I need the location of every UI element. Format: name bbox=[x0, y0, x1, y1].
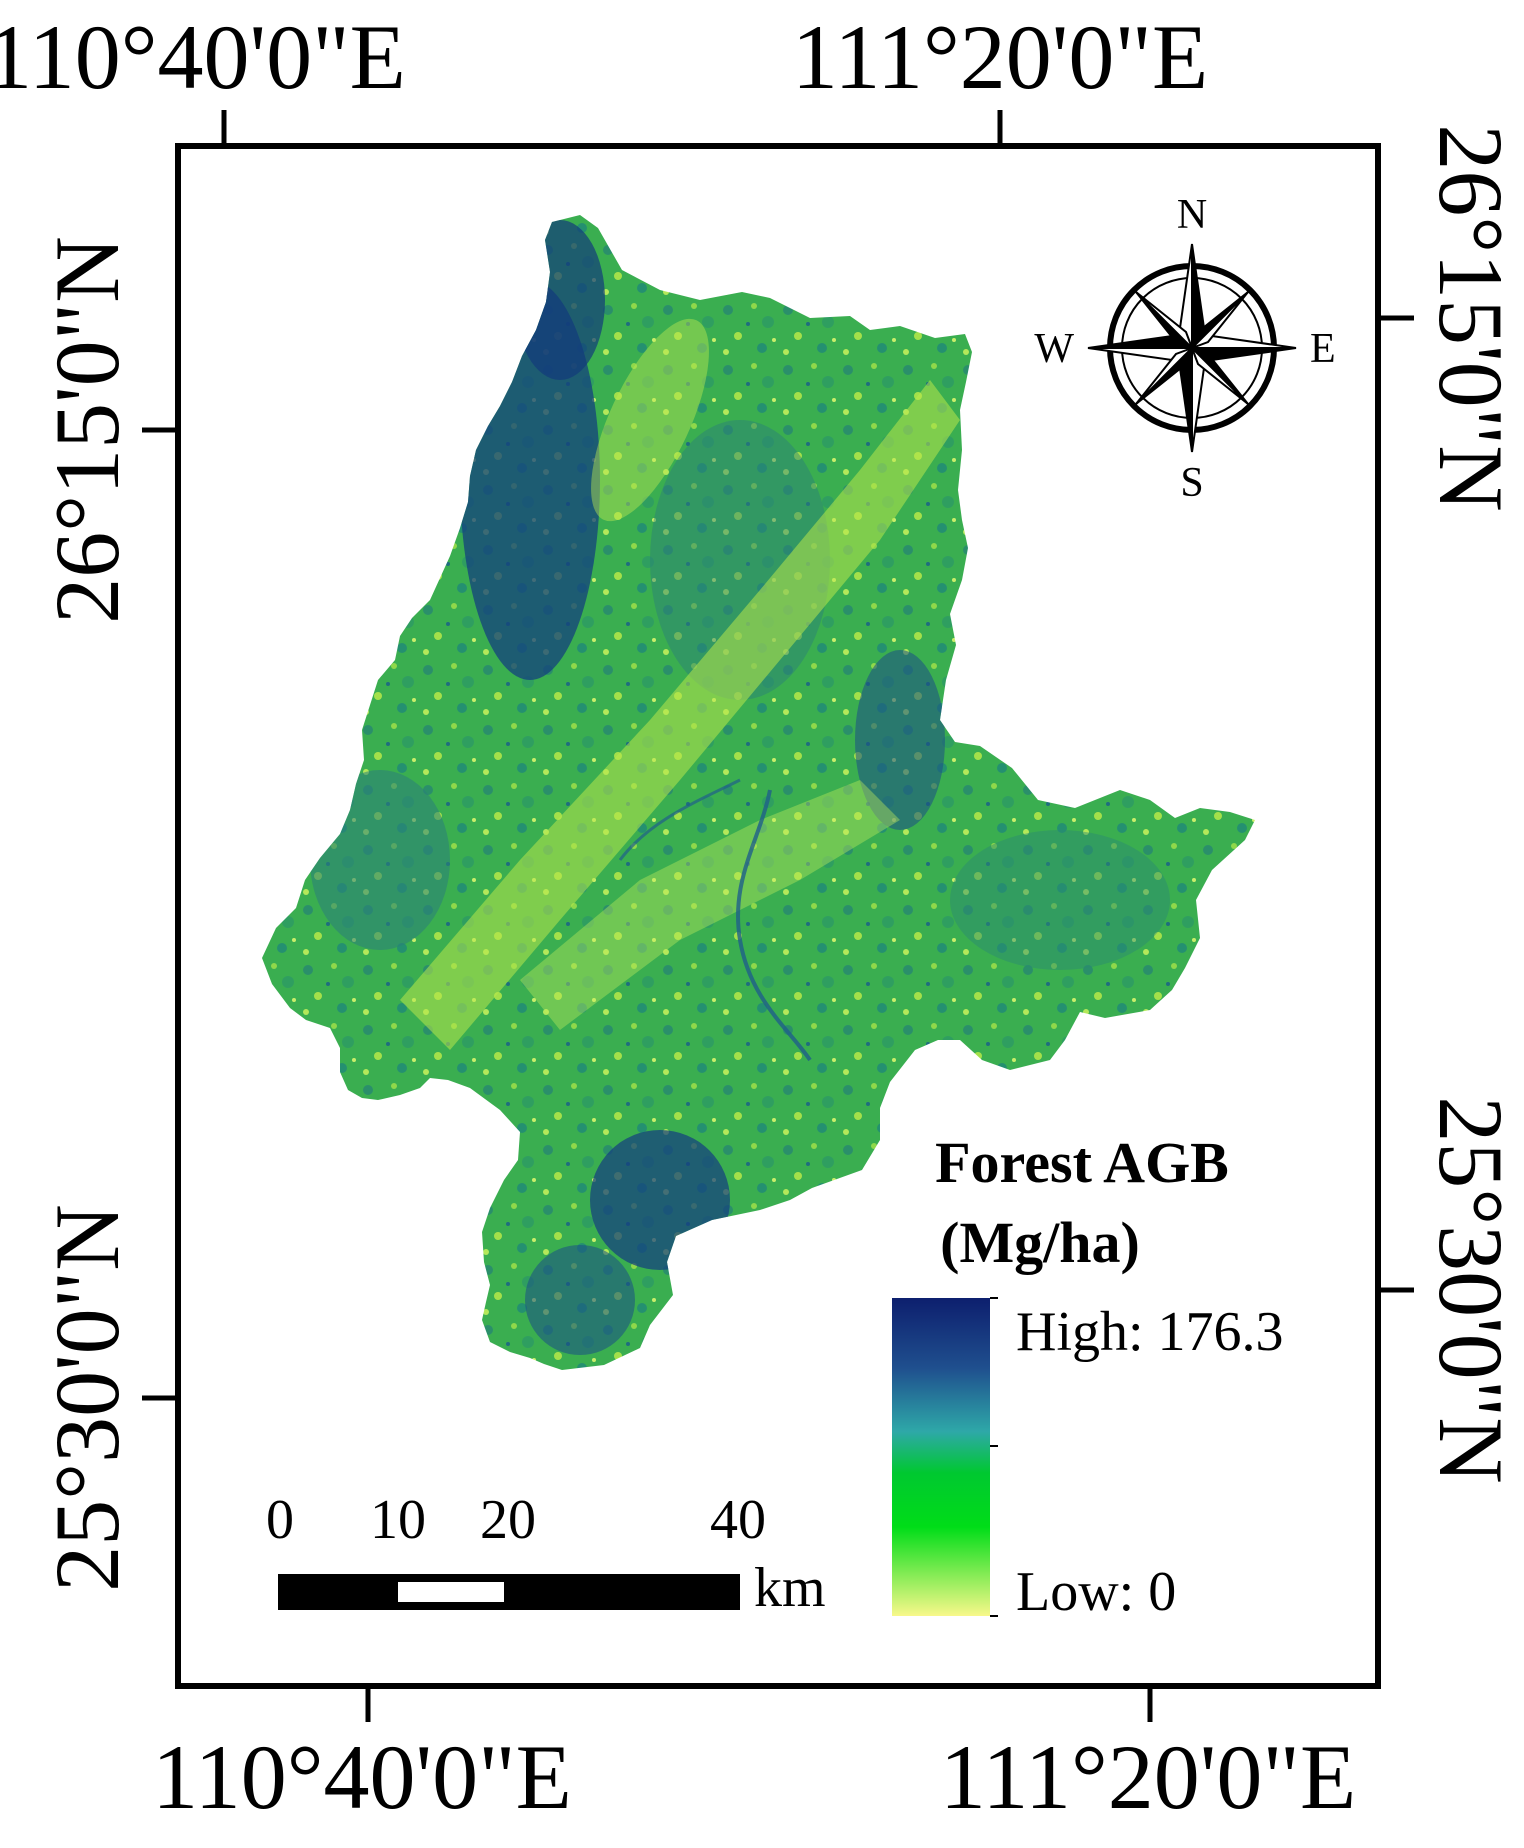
scale-bar: 0 10 20 40 km bbox=[266, 1489, 826, 1619]
scale-tick-0: 0 bbox=[266, 1489, 294, 1551]
compass-s: S bbox=[1180, 460, 1203, 506]
coord-top-right: 111°20'0"E bbox=[792, 6, 1208, 108]
compass-rose: N S E W bbox=[1034, 192, 1335, 506]
legend-title-line1: Forest AGB bbox=[935, 1130, 1229, 1195]
legend-low-label: Low: 0 bbox=[1016, 1561, 1176, 1623]
scale-unit: km bbox=[754, 1557, 826, 1619]
compass-w: W bbox=[1034, 326, 1074, 372]
coord-left-upper: 26°15'0"N bbox=[36, 236, 138, 623]
legend: Forest AGB (Mg/ha) High: 176.3 Low: 0 bbox=[892, 1130, 1284, 1623]
coord-right-upper: 26°15'0"N bbox=[1420, 124, 1522, 511]
legend-high-label: High: 176.3 bbox=[1016, 1301, 1284, 1363]
coord-bottom-right: 111°20'0"E bbox=[940, 1726, 1356, 1828]
coord-right-lower: 25°30'0"N bbox=[1420, 1096, 1522, 1483]
coord-bottom-left: 110°40'0"E bbox=[152, 1726, 572, 1828]
coord-top-left: 110°40'0"E bbox=[0, 6, 406, 108]
coord-left-lower: 25°30'0"N bbox=[36, 1204, 138, 1591]
scale-tick-10: 10 bbox=[370, 1489, 426, 1551]
legend-title-line2: (Mg/ha) bbox=[940, 1210, 1140, 1275]
compass-e: E bbox=[1310, 326, 1336, 372]
scale-tick-20: 20 bbox=[480, 1489, 536, 1551]
graticule-ticks bbox=[142, 110, 1414, 1722]
scale-tick-40: 40 bbox=[710, 1489, 766, 1551]
compass-n: N bbox=[1177, 192, 1207, 238]
legend-color-ramp bbox=[892, 1298, 990, 1616]
